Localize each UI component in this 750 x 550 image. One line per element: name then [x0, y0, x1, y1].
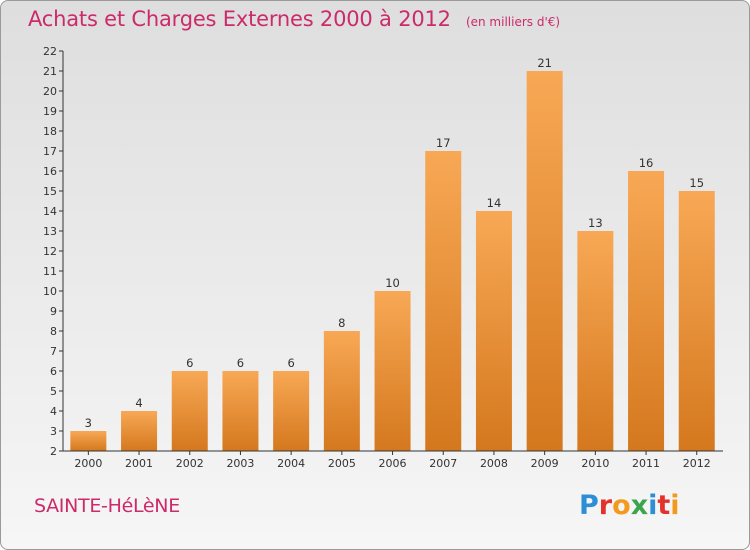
- y-tick-label: 6: [50, 365, 57, 378]
- y-tick-label: 12: [43, 245, 57, 258]
- y-tick-label: 3: [50, 425, 57, 438]
- x-tick-label: 2006: [379, 457, 407, 470]
- y-tick-label: 7: [50, 345, 57, 358]
- x-tick-label: 2005: [328, 457, 356, 470]
- value-label: 21: [537, 56, 552, 70]
- x-tick-label: 2004: [277, 457, 305, 470]
- chart-title: Achats et Charges Externes 2000 à 2012: [28, 7, 451, 31]
- value-label: 8: [338, 316, 345, 330]
- bar: [425, 151, 462, 451]
- value-label: 4: [135, 396, 142, 410]
- bar: [273, 371, 310, 451]
- value-label: 3: [85, 416, 92, 430]
- y-tick-label: 5: [50, 385, 57, 398]
- x-tick-label: 2001: [125, 457, 153, 470]
- bar: [171, 371, 208, 451]
- x-axis: 2000 2001 2002 2003 2004 2005 2006 2007 2008 2009…: [63, 450, 723, 470]
- proxiti-logo: Proxiti: [579, 490, 680, 521]
- value-label: 13: [588, 216, 603, 230]
- y-tick-label: 10: [43, 285, 57, 298]
- y-tick-label: 22: [43, 45, 57, 58]
- bar: [628, 171, 665, 451]
- logo-letter: P: [579, 490, 599, 521]
- value-label: 10: [385, 276, 400, 290]
- x-tick-label: 2007: [429, 457, 457, 470]
- bar: [526, 71, 563, 451]
- x-tick-label: 2002: [176, 457, 204, 470]
- commune-name: SAINTE-HéLèNE: [34, 495, 180, 517]
- logo-letter: i: [648, 490, 658, 521]
- logo-letter: r: [598, 490, 613, 521]
- bars: 3 4 6 6 6 8 10 17 14 21 13 16 15: [70, 56, 715, 451]
- y-tick-label: 9: [50, 305, 57, 318]
- y-tick-label: 17: [43, 145, 57, 158]
- bar: [70, 431, 107, 451]
- bar: [222, 371, 259, 451]
- title-row: Achats et Charges Externes 2000 à 2012 (…: [28, 7, 560, 31]
- x-tick-label: 2011: [632, 457, 660, 470]
- y-tick-label: 19: [43, 105, 57, 118]
- y-tick-label: 13: [43, 225, 57, 238]
- value-label: 16: [639, 156, 654, 170]
- x-tick-label: 2003: [226, 457, 254, 470]
- bar: [475, 211, 512, 451]
- y-tick-label: 14: [43, 205, 57, 218]
- logo-letter: o: [612, 490, 631, 521]
- y-tick-label: 18: [43, 125, 57, 138]
- bar: [577, 231, 614, 451]
- bar: [678, 191, 715, 451]
- value-label: 6: [186, 356, 193, 370]
- x-tick-label: 2000: [74, 457, 102, 470]
- bar: [374, 291, 411, 451]
- bar: [121, 411, 158, 451]
- x-tick-label: 2009: [531, 457, 559, 470]
- y-tick-label: 4: [50, 405, 57, 418]
- y-tick-label: 21: [43, 65, 57, 78]
- bar: [323, 331, 360, 451]
- value-label: 6: [237, 356, 244, 370]
- value-label: 17: [436, 136, 451, 150]
- logo-letter: t: [657, 490, 671, 521]
- y-tick-label: 16: [43, 165, 57, 178]
- x-tick-label: 2012: [683, 457, 711, 470]
- y-axis: 2 3 4 5 6 7 8 9 10 11 12 13 14 15 16 17 18 19 20 21 22: [43, 45, 64, 458]
- value-label: 6: [287, 356, 294, 370]
- logo-letter: x: [630, 490, 649, 521]
- y-tick-label: 8: [50, 325, 57, 338]
- y-tick-label: 20: [43, 85, 57, 98]
- logo-letter: i: [670, 490, 680, 521]
- y-tick-label: 2: [50, 445, 57, 458]
- x-tick-label: 2010: [581, 457, 609, 470]
- value-label: 14: [487, 196, 502, 210]
- x-tick-label: 2008: [480, 457, 508, 470]
- chart-subtitle: (en milliers d'€): [465, 15, 561, 29]
- y-tick-label: 11: [43, 265, 57, 278]
- y-tick-label: 15: [43, 185, 57, 198]
- value-label: 15: [689, 176, 704, 190]
